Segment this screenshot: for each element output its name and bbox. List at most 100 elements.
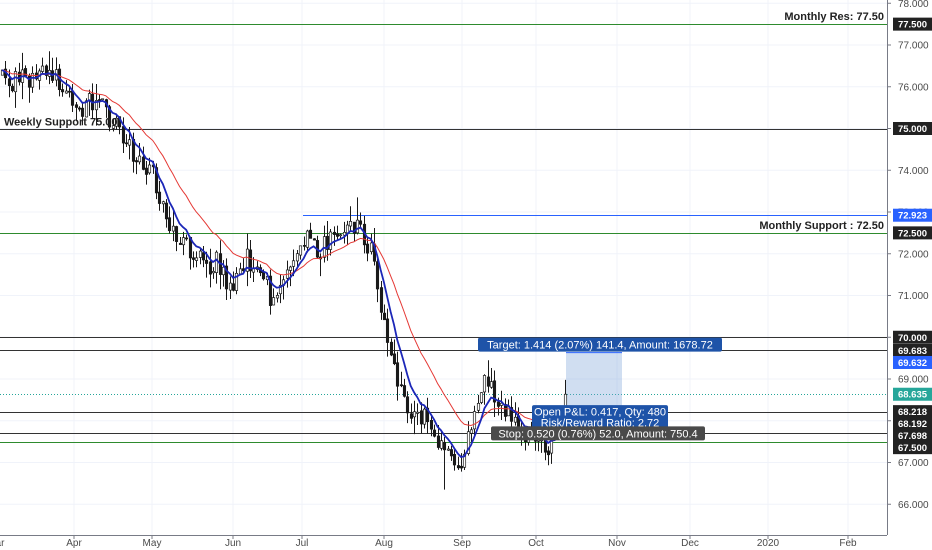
candle-body <box>395 362 400 387</box>
x-tick-label: Nov <box>608 538 626 549</box>
candle-body <box>348 221 353 227</box>
x-tick-label: Jun <box>225 538 241 549</box>
price-badge-label: 75.000 <box>898 124 927 135</box>
y-tick-label: 71.000 <box>898 291 929 302</box>
candle-body <box>503 404 508 417</box>
candle-body <box>27 75 32 88</box>
candle-body <box>80 107 85 117</box>
level-labels-layer: Monthly Res: 77.50 Weekly Support 75.00 Mo… <box>4 11 884 232</box>
candle-body <box>482 375 487 393</box>
candle-body <box>399 384 404 387</box>
candle-body <box>302 245 307 247</box>
candle-body <box>204 259 209 264</box>
price-badge-label: 72.923 <box>898 211 927 222</box>
candle-body <box>379 287 384 313</box>
price-badge <box>893 208 932 222</box>
level-label: Monthly Support : 72.50 <box>759 220 884 232</box>
x-tick-label: Feb <box>839 538 857 549</box>
candle-body <box>67 90 72 93</box>
candle-body <box>44 65 49 76</box>
price-badge <box>893 226 932 240</box>
y-tick-label: 78.000 <box>898 0 929 10</box>
grid-layer <box>0 0 888 535</box>
candle-body <box>402 385 407 397</box>
y-tick-label: 66.000 <box>898 500 929 511</box>
candle-body <box>221 266 226 276</box>
price-badge-label: 68.635 <box>898 390 928 401</box>
candle-body <box>40 65 45 72</box>
candle-body <box>305 230 310 248</box>
x-tick-label-partial: ar <box>0 538 5 549</box>
candle-body <box>74 104 79 108</box>
candle-body <box>405 396 410 414</box>
candle-body <box>100 98 105 101</box>
candle-body <box>466 431 471 454</box>
candle-body <box>352 221 357 234</box>
candle-body <box>238 268 243 275</box>
x-tick-label: 2020 <box>757 538 780 549</box>
price-badge-label: 67.500 <box>898 443 927 454</box>
candle-body <box>291 260 296 267</box>
stop-info-box <box>491 426 705 441</box>
candle-body <box>345 224 350 234</box>
candle-body <box>536 439 541 442</box>
candle-body <box>439 440 444 449</box>
pnl-info-label: Open P&L: 0.417, Qty: 480 <box>534 407 666 419</box>
candle-body <box>124 142 129 145</box>
candle-body <box>275 295 280 299</box>
price-badge-label: 68.218 <box>898 407 927 418</box>
price-badge-label: 69.683 <box>898 346 927 357</box>
candle-body <box>446 448 451 451</box>
candle-body <box>114 117 119 127</box>
candle-body <box>278 284 283 295</box>
y-tick-label: 67.000 <box>898 458 929 469</box>
candle-body <box>174 226 179 242</box>
candle-body <box>228 282 233 291</box>
ma-slow-line <box>1 69 566 432</box>
candle-body <box>178 242 183 245</box>
candle-body <box>469 429 474 434</box>
price-badge <box>893 405 932 419</box>
candle-body <box>245 248 250 272</box>
candle-body <box>198 250 203 258</box>
candle-body <box>147 164 152 174</box>
candle-body <box>121 126 126 144</box>
candle-body <box>97 99 102 101</box>
candle-body <box>30 72 35 88</box>
candle-body <box>271 297 276 306</box>
candle-body <box>77 107 82 110</box>
candle-body <box>208 261 213 275</box>
candle-body <box>476 402 481 411</box>
candle-body <box>452 454 457 466</box>
ma-fast-line <box>1 69 566 458</box>
candle-body <box>164 202 169 220</box>
price-badge <box>893 429 932 443</box>
price-badge <box>893 330 932 344</box>
y-tick-label: 72.000 <box>898 249 929 260</box>
candle-body <box>338 234 343 237</box>
candle-body <box>268 275 273 306</box>
candle-body <box>342 231 347 236</box>
y-axis-panel <box>887 0 932 550</box>
price-badge <box>893 387 932 401</box>
candle-body <box>167 217 172 232</box>
candle-body <box>389 341 394 356</box>
candle-body <box>355 219 360 234</box>
x-tick-label: Jul <box>296 538 309 549</box>
candle-body <box>312 238 317 241</box>
stop-info-label: Stop: 0.520 (0.76%) 52.0, Amount: 750.4 <box>498 428 697 440</box>
candle-body <box>87 93 92 101</box>
candle-body <box>432 429 437 437</box>
candle-body <box>422 408 427 425</box>
price-badge <box>893 343 932 357</box>
candle-body <box>191 257 196 260</box>
level-label: Monthly Res: 77.50 <box>784 11 884 23</box>
candle-body <box>157 191 162 204</box>
candle-body <box>211 271 216 274</box>
pnl-info-box <box>532 405 668 433</box>
candle-body <box>154 167 159 194</box>
candle-body <box>472 411 477 430</box>
level-label: Weekly Support 75.00 <box>4 117 118 129</box>
candle-body <box>409 413 414 419</box>
